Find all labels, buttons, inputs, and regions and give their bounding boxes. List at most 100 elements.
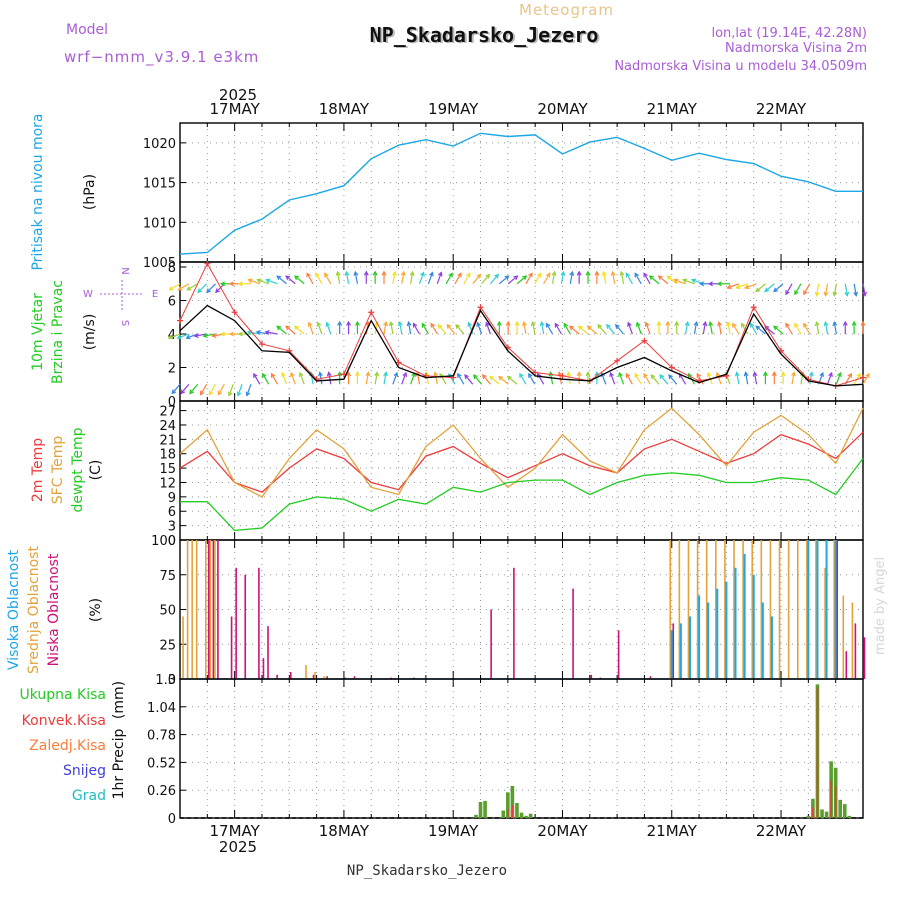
wind-raw-marker — [860, 374, 866, 381]
wind-arrow — [206, 283, 216, 293]
wind-arrow-head — [650, 374, 656, 380]
wind-arrow-head — [844, 291, 850, 297]
precip-bar-total — [820, 809, 824, 818]
wind-arrow-head — [634, 372, 639, 378]
wind-arrow-head — [569, 270, 575, 276]
wind-arrow-head — [734, 371, 740, 377]
wind-arrow — [169, 283, 181, 291]
wind-arrow-head — [698, 281, 704, 287]
wind-arrow-head — [610, 270, 616, 276]
wind-arrow-head — [717, 320, 722, 327]
wind-arrow-head — [381, 270, 387, 276]
wind-raw-marker — [177, 317, 183, 324]
wind-arrow-head — [684, 320, 690, 327]
wind-arrow — [563, 323, 571, 335]
wind-arrow-head — [586, 325, 592, 331]
wind-arrow — [709, 322, 713, 335]
precip-axis-title: 1hr Precip — [111, 729, 127, 800]
wind-arrow-head — [496, 320, 502, 326]
precip-bar-total — [838, 799, 843, 818]
wind-arrow — [228, 384, 234, 396]
precip-bar-total — [847, 815, 852, 818]
wind-arrow — [750, 323, 758, 335]
wind-arrow — [437, 324, 447, 335]
wind-arrow — [421, 323, 429, 335]
wind-arrow-head — [256, 278, 262, 284]
wind-arrow — [265, 331, 278, 335]
wind-arrow — [803, 323, 811, 335]
x-day-label-top: 19MAY — [428, 100, 479, 118]
wind-arrow — [636, 322, 642, 335]
wind-arrow-head — [412, 322, 418, 328]
wind-arrow-head — [856, 372, 861, 378]
panel-frame — [179, 122, 864, 263]
wind-arrow — [203, 333, 216, 337]
wind-arrow — [354, 271, 358, 284]
meteogram-label: Meteogram — [519, 1, 614, 19]
wind-arrow — [256, 331, 269, 335]
wind-arrow-head — [481, 374, 487, 380]
precip-bar-total — [501, 810, 506, 818]
wind-arrow-head — [504, 275, 510, 281]
wind-arrow-head — [281, 371, 286, 377]
wind-arrow — [773, 283, 784, 292]
footer-station: NP_Skadarsko_Jezero — [347, 863, 507, 879]
sfc-temp-line — [179, 407, 864, 498]
wind-arrow-head — [186, 286, 192, 291]
wind-arrow-head — [247, 278, 253, 284]
wind-arrow — [281, 372, 288, 385]
precip-legend-item: Konvek.Kisa — [22, 713, 106, 729]
y-tick-label: 9 — [168, 491, 176, 506]
x-day-label-top: 20MAY — [537, 100, 588, 118]
wind-arrow-head — [167, 334, 173, 340]
wind-arrow — [253, 373, 261, 385]
wind-arrow — [383, 372, 387, 385]
y-tick-label: 4 — [168, 328, 176, 343]
wind-arrow — [815, 322, 820, 335]
wind-arrow — [294, 325, 305, 335]
wind-arrow — [755, 283, 766, 292]
y-tick-label: 1010 — [143, 216, 176, 231]
wind-arrow-head — [354, 320, 360, 326]
wind-arrow-head — [814, 291, 820, 297]
wind-arrow — [736, 283, 748, 289]
wind-arrow-head — [659, 374, 665, 380]
wind-arrow — [485, 322, 492, 335]
wind-arrow-head — [853, 291, 859, 297]
wind-arrow — [306, 273, 314, 285]
wind-arrow-head — [601, 270, 607, 276]
wind-arrow-head — [383, 320, 388, 327]
wind-arrow — [410, 372, 416, 385]
wind-arrow — [815, 283, 820, 296]
wind-arrow — [476, 322, 483, 335]
wind-arrow-head — [862, 291, 867, 297]
precip-bar-total — [474, 814, 478, 818]
wind-arrow — [457, 373, 465, 385]
wind-arrow — [835, 372, 842, 385]
compass-south: S — [119, 320, 130, 326]
wind-arrow — [401, 372, 407, 385]
y-tick-label: 1.3 — [155, 673, 176, 688]
wind-arrow — [668, 374, 678, 385]
wind-arrow — [345, 271, 350, 284]
wind-arrow-head — [466, 272, 471, 278]
wind-arrow — [285, 275, 296, 285]
wind-arrow-head — [673, 278, 679, 284]
y-tick-label: 12 — [159, 476, 176, 491]
y-tick-label: 3 — [168, 520, 176, 535]
wind-arrow-head — [237, 281, 243, 287]
precip-bar-total — [515, 803, 519, 818]
precip-legend-item: Zaledj.Kisa — [29, 738, 106, 754]
wind-raw-marker — [614, 357, 621, 364]
wind-arrow-head — [707, 281, 713, 287]
wind-arrow-head — [253, 372, 258, 378]
wind-arrow — [266, 279, 278, 285]
wind-arrow — [418, 272, 425, 284]
wind-arrow — [534, 273, 542, 285]
dewpt-line — [180, 458, 864, 532]
wind-arrow — [727, 322, 731, 335]
wind-arrow-head — [563, 322, 569, 328]
wind-arrow — [679, 373, 687, 385]
wind-arrow-head — [851, 320, 857, 326]
wind-arrow-head — [255, 330, 261, 335]
